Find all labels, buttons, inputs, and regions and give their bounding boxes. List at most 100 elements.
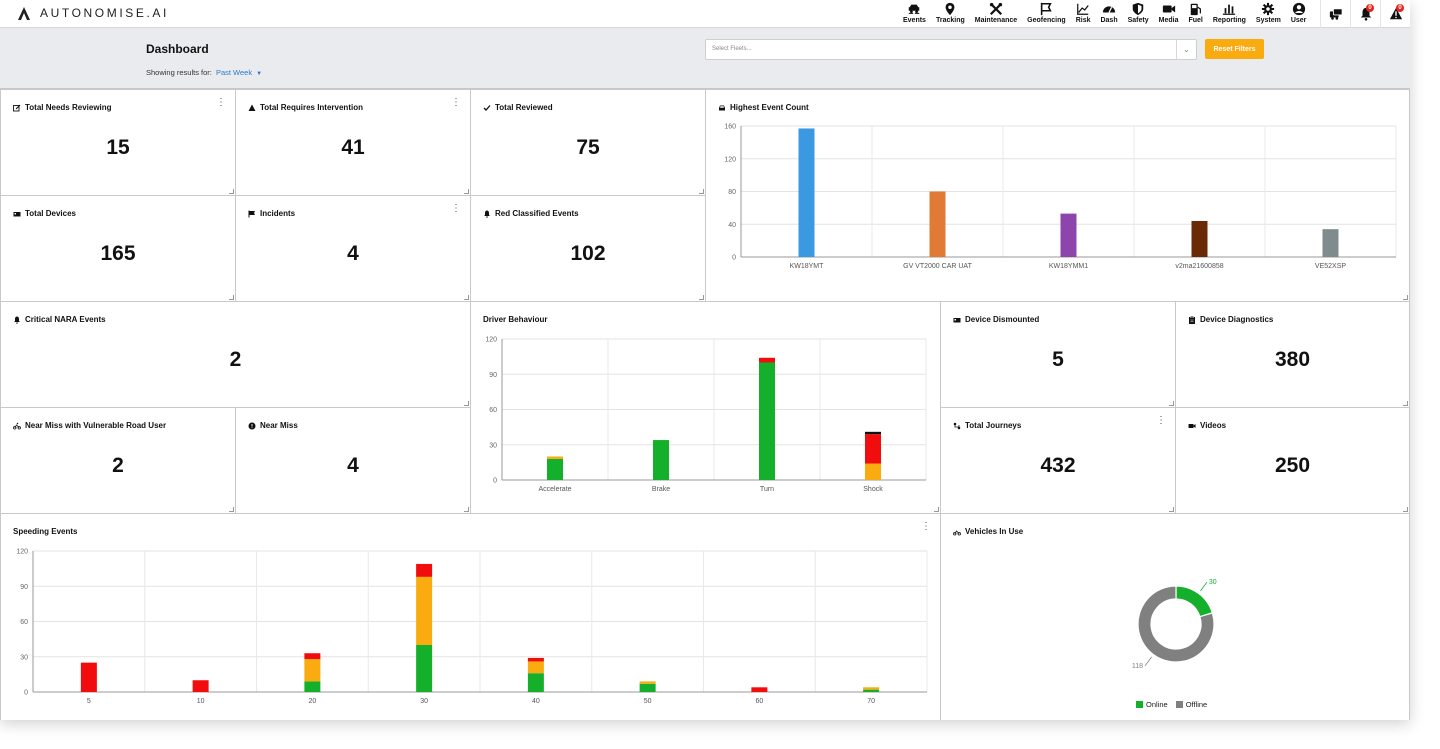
nav-dash[interactable]: Dash xyxy=(1095,1,1122,27)
nav-label: Dash xyxy=(1100,17,1118,24)
y-tick-label: 40 xyxy=(728,222,736,229)
y-tick-label: 120 xyxy=(485,337,497,344)
main-nav: Events Tracking Maintenance Geofencing R… xyxy=(898,1,1311,27)
x-tick-label: v2ma21600858 xyxy=(1175,263,1223,270)
nav-events[interactable]: Events xyxy=(898,1,931,27)
bar-segment xyxy=(653,440,669,480)
card-incidents[interactable]: Incidents ⋮ 4 xyxy=(235,195,471,302)
card-title: Total Needs Reviewing xyxy=(13,103,112,112)
shield-icon xyxy=(1131,2,1145,16)
car-icon xyxy=(718,104,726,112)
widget-vehicles-in-use[interactable]: Vehicles In Use 30 118 xyxy=(940,513,1410,720)
top-bar: AUTONOMISE.AI Events Tracking Maintenanc… xyxy=(0,0,1410,28)
bar-segment xyxy=(759,357,775,363)
nav-reporting[interactable]: Reporting xyxy=(1208,1,1251,27)
resize-handle[interactable] xyxy=(1403,295,1408,300)
card-value: 165 xyxy=(100,242,136,265)
nav-label: User xyxy=(1290,17,1307,24)
card-red-classified-events[interactable]: Red Classified Events 102 xyxy=(470,195,706,302)
nav-risk[interactable]: Risk xyxy=(1071,1,1096,27)
resize-handle[interactable] xyxy=(464,189,469,194)
resize-handle[interactable] xyxy=(1403,401,1408,406)
resize-handle[interactable] xyxy=(699,189,704,194)
notifications-button[interactable]: 0 xyxy=(1350,0,1380,28)
card-device-dismounted[interactable]: Device Dismounted 5 xyxy=(940,301,1176,408)
widget-driver-behaviour[interactable]: Driver Behaviour 0 30 60 90 120 Accelerate Bra… xyxy=(470,301,941,514)
nav-geofencing[interactable]: Geofencing xyxy=(1022,1,1071,27)
y-tick-label: 30 xyxy=(20,654,28,661)
resize-handle[interactable] xyxy=(1169,507,1174,512)
widget-speeding-events[interactable]: Speeding Events ⋮ 0 30 60 90 120 5 10 20 30 40 50 6… xyxy=(0,513,941,720)
card-critical-nara-events[interactable]: Critical NARA Events 2 xyxy=(0,301,471,408)
chevron-down-icon[interactable]: ⌄ xyxy=(1176,40,1196,59)
nav-media[interactable]: Media xyxy=(1154,1,1184,27)
card-near-miss[interactable]: Near Miss 4 xyxy=(235,407,471,514)
resize-handle[interactable] xyxy=(229,189,234,194)
y-tick-label: 120 xyxy=(16,549,28,556)
nav-label: Tracking xyxy=(935,17,965,24)
card-menu-button[interactable]: ⋮ xyxy=(216,97,226,108)
resize-handle[interactable] xyxy=(699,295,704,300)
nav-tracking[interactable]: Tracking xyxy=(931,1,970,27)
card-total-needs-reviewing[interactable]: Total Needs Reviewing ⋮ 15 xyxy=(0,89,236,196)
card-device-diagnostics[interactable]: Device Diagnostics 380 xyxy=(1175,301,1410,408)
card-menu-button[interactable]: ⋮ xyxy=(1156,415,1166,426)
fleet-select[interactable]: Select Fleets... ⌄ xyxy=(705,39,1197,60)
nav-system[interactable]: System xyxy=(1251,1,1286,27)
device-icon xyxy=(953,316,961,324)
bar-segment xyxy=(863,689,880,692)
date-range-filter: Showing results for: Past Week ▼ xyxy=(146,68,262,77)
fleet-button[interactable] xyxy=(1320,0,1350,28)
resize-handle[interactable] xyxy=(464,401,469,406)
resize-handle[interactable] xyxy=(464,507,469,512)
legend-item-online[interactable]: Online xyxy=(1136,700,1168,709)
card-value: 4 xyxy=(347,242,359,265)
x-tick-label: 50 xyxy=(644,698,652,705)
card-value: 102 xyxy=(570,242,606,265)
logo[interactable]: AUTONOMISE.AI xyxy=(16,5,169,21)
nav-fuel[interactable]: Fuel xyxy=(1183,1,1207,27)
card-total-requires-intervention[interactable]: Total Requires Intervention ⋮ 41 xyxy=(235,89,471,196)
card-menu-button[interactable]: ⋮ xyxy=(451,97,461,108)
x-tick-label: KW18YMT xyxy=(790,263,825,270)
bar-segment xyxy=(759,362,775,480)
nav-safety[interactable]: Safety xyxy=(1123,1,1154,27)
card-value: 250 xyxy=(1274,454,1311,477)
bar-segment xyxy=(416,576,433,645)
card-title: Vehicles In Use xyxy=(953,527,1023,536)
card-menu-button[interactable]: ⋮ xyxy=(451,203,461,214)
bar-chart-icon xyxy=(1222,2,1236,16)
period-dropdown[interactable]: Past Week ▼ xyxy=(216,68,262,77)
resize-handle[interactable] xyxy=(229,295,234,300)
check-icon xyxy=(483,104,491,112)
card-videos[interactable]: Videos 250 xyxy=(1175,407,1410,514)
bell-icon xyxy=(483,210,491,218)
alerts-button[interactable]: 0 xyxy=(1380,0,1410,28)
legend-item-offline[interactable]: Offline xyxy=(1175,700,1207,709)
gear-icon xyxy=(1261,2,1275,16)
user-circle-icon xyxy=(1292,2,1306,16)
bar-segment xyxy=(416,563,433,577)
widget-highest-event-count[interactable]: Highest Event Count 0 40 80 120 160 KW18YMT GV… xyxy=(705,89,1410,302)
card-total-devices[interactable]: Total Devices 165 xyxy=(0,195,236,302)
resize-handle[interactable] xyxy=(934,507,939,512)
resize-handle[interactable] xyxy=(1169,401,1174,406)
nav-user[interactable]: User xyxy=(1286,1,1312,27)
driver-behaviour-chart: 0 30 60 90 120 Accelerate Brake Turn Shock xyxy=(485,337,927,493)
logo-text: AUTONOMISE.AI xyxy=(40,6,169,20)
resize-handle[interactable] xyxy=(229,507,234,512)
showing-label: Showing results for: xyxy=(146,68,212,77)
exclamation-circle-icon xyxy=(248,422,256,430)
nav-maintenance[interactable]: Maintenance xyxy=(970,1,1022,27)
resize-handle[interactable] xyxy=(464,295,469,300)
x-tick-label: 60 xyxy=(755,698,763,705)
bar-segment xyxy=(304,653,321,660)
reset-filters-button[interactable]: Reset Filters xyxy=(1205,39,1264,59)
card-total-journeys[interactable]: Total Journeys ⋮ 432 xyxy=(940,407,1176,514)
bar xyxy=(1322,229,1339,257)
y-tick-label: 90 xyxy=(20,584,28,591)
card-near-miss-vru[interactable]: Near Miss with Vulnerable Road User 2 xyxy=(0,407,236,514)
resize-handle[interactable] xyxy=(1403,507,1408,512)
card-menu-button[interactable]: ⋮ xyxy=(921,521,931,532)
card-total-reviewed[interactable]: Total Reviewed 75 xyxy=(470,89,706,196)
